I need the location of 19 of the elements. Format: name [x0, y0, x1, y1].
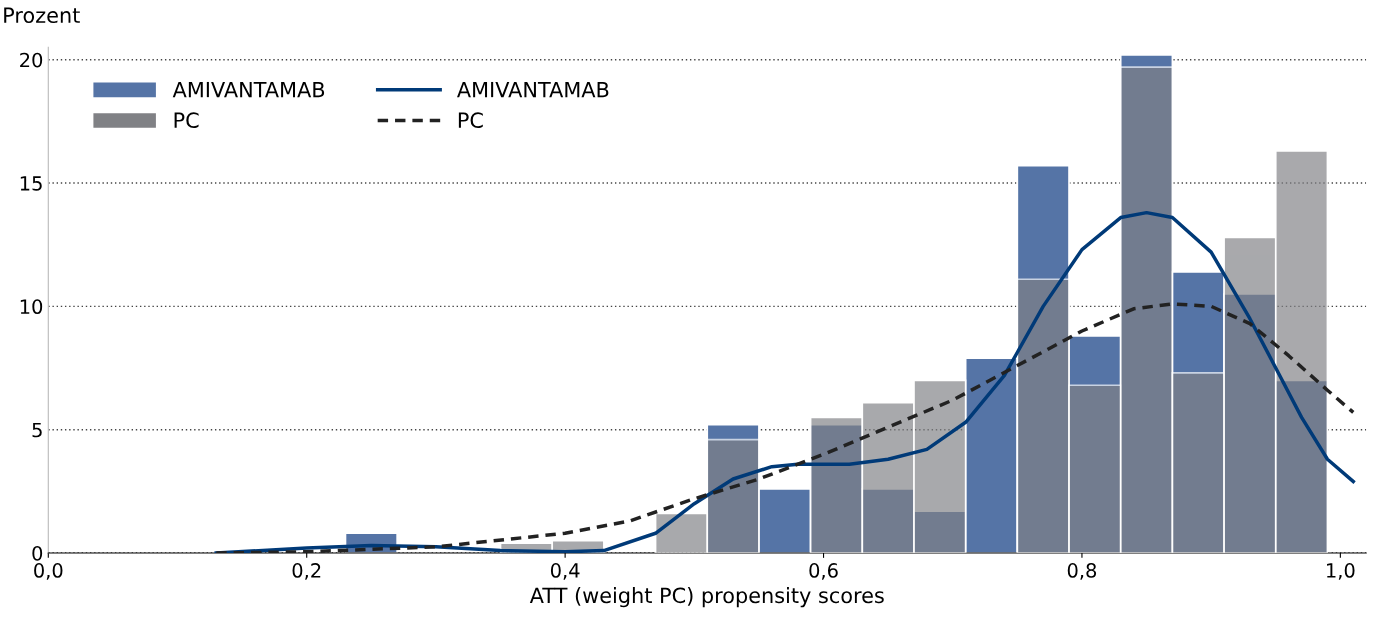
- x-axis-title: ATT (weight PC) propensity scores: [529, 587, 884, 608]
- x-tick-label: 0,0: [34, 563, 63, 580]
- x-tick-label: 0,2: [292, 563, 321, 580]
- y-tick-label: 20: [20, 52, 43, 68]
- y-tick-label: 5: [32, 422, 42, 438]
- legend-label: AMIVANTAMAB: [172, 81, 325, 98]
- y-tick-label: 10: [20, 299, 43, 315]
- y-axis-title: Prozent: [4, 7, 80, 24]
- legend-label: AMIVANTAMAB: [457, 81, 609, 98]
- legend-label: PC: [458, 112, 483, 129]
- y-tick-label: 0: [32, 545, 43, 561]
- legend-label: PC: [174, 112, 199, 129]
- x-tick-label: 0,8: [1067, 563, 1097, 580]
- x-tick-label: 1,0: [1327, 563, 1355, 580]
- line-series: [214, 210, 1356, 553]
- x-tick-label: 0,6: [809, 563, 838, 580]
- line-series: [214, 302, 1356, 553]
- x-tick-label: 0,4: [550, 563, 580, 580]
- y-tick-label: 15: [20, 176, 42, 191]
